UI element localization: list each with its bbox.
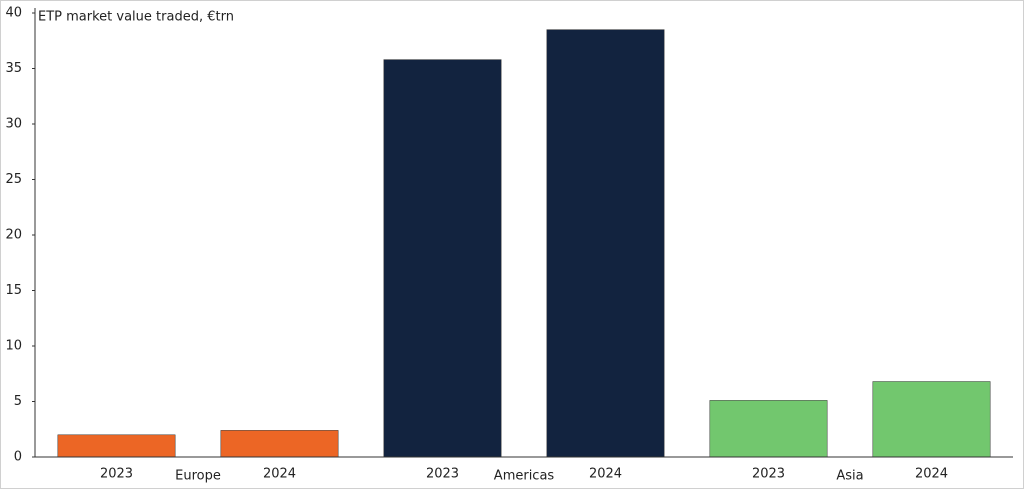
group-label: Europe <box>175 469 221 484</box>
y-tick-label: 10 <box>5 339 22 354</box>
chart-title: ETP market value traded, €trn <box>38 10 234 25</box>
bar <box>57 434 176 458</box>
x-tick-label: 2024 <box>589 467 622 482</box>
x-tick-label: 2023 <box>752 467 785 482</box>
group-label: Asia <box>836 469 863 484</box>
y-tick-label: 35 <box>5 61 22 76</box>
bar <box>220 430 339 458</box>
bar <box>709 400 828 458</box>
x-tick-label: 2023 <box>100 467 133 482</box>
y-tick-label: 40 <box>5 6 22 21</box>
y-tick-label: 30 <box>5 117 22 132</box>
x-tick-label: 2023 <box>426 467 459 482</box>
y-tick-label: 15 <box>5 283 22 298</box>
x-tick-label: 2024 <box>263 467 296 482</box>
bar <box>872 381 991 458</box>
y-tick-label: 0 <box>14 450 22 465</box>
bar <box>546 29 665 458</box>
y-tick-label: 20 <box>5 228 22 243</box>
x-tick-label: 2024 <box>915 467 948 482</box>
bar <box>383 59 502 458</box>
group-label: Americas <box>494 469 555 484</box>
y-tick-label: 5 <box>14 394 22 409</box>
y-tick-label: 25 <box>5 172 22 187</box>
